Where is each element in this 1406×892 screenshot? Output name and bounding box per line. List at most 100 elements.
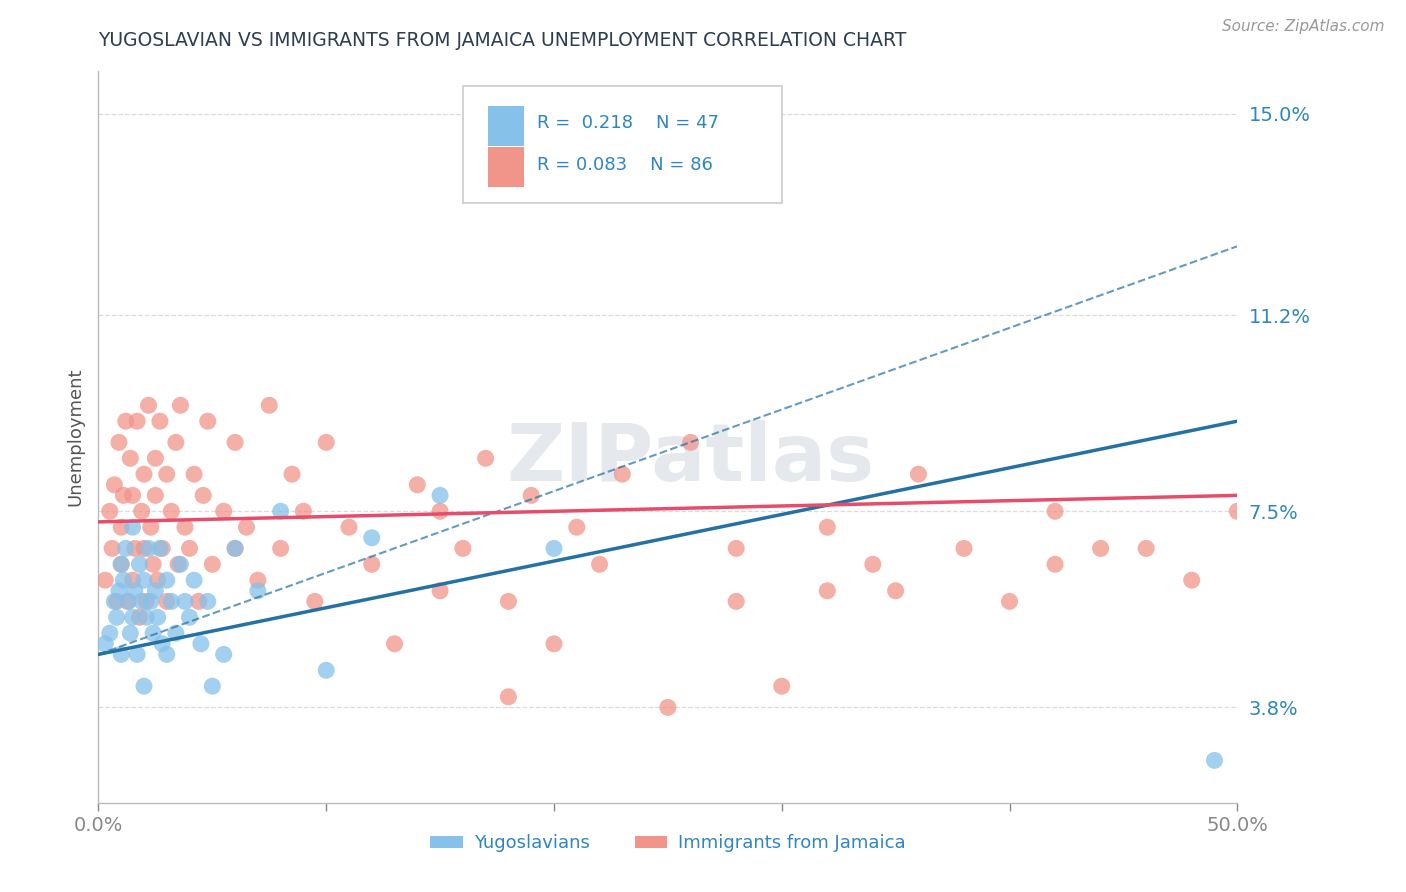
Point (212, 648, 235, 662)
Point (108, 435, 131, 450)
Point (110, 648, 132, 662)
Point (179, 541, 201, 556)
Point (120, 626, 142, 640)
Point (174, 594, 197, 608)
Point (146, 610, 169, 624)
Point (1204, 753, 1226, 767)
Point (165, 626, 187, 640)
Point (112, 488, 135, 502)
Point (224, 435, 246, 450)
Point (224, 541, 246, 556)
Point (224, 541, 246, 556)
Point (114, 541, 136, 556)
FancyBboxPatch shape (463, 86, 782, 203)
Point (770, 679, 793, 693)
Point (1181, 573, 1204, 587)
Point (117, 594, 139, 608)
Point (121, 520, 143, 534)
Point (98, 504, 121, 518)
Point (179, 610, 201, 624)
Point (169, 558, 191, 572)
Point (103, 477, 125, 491)
Point (110, 520, 132, 534)
Point (110, 558, 132, 572)
Point (212, 504, 235, 518)
Point (1090, 541, 1112, 556)
Point (145, 488, 167, 502)
Point (138, 541, 160, 556)
Point (156, 467, 179, 482)
Point (127, 414, 149, 428)
Point (150, 637, 173, 651)
Point (156, 594, 179, 608)
Point (174, 520, 197, 534)
Point (139, 594, 162, 608)
Point (197, 594, 219, 608)
Point (183, 467, 205, 482)
Legend: Yugoslavians, Immigrants from Jamaica: Yugoslavians, Immigrants from Jamaica (423, 827, 912, 860)
Point (259, 398, 281, 412)
Point (315, 435, 337, 450)
Text: ZIPatlas: ZIPatlas (506, 420, 875, 498)
Point (146, 573, 169, 587)
Point (815, 583, 838, 598)
Point (384, 637, 406, 651)
Point (884, 583, 907, 598)
Point (360, 531, 382, 545)
Text: R =  0.218    N = 47: R = 0.218 N = 47 (537, 113, 718, 131)
Point (725, 541, 748, 556)
Point (131, 504, 153, 518)
Point (292, 504, 315, 518)
Point (132, 679, 155, 693)
Point (429, 488, 451, 502)
Point (1226, 504, 1249, 518)
Point (138, 398, 160, 412)
Point (121, 488, 143, 502)
Point (474, 451, 496, 466)
Point (201, 679, 224, 693)
Point (112, 573, 135, 587)
Point (145, 583, 167, 598)
Point (451, 541, 474, 556)
Point (117, 594, 139, 608)
Point (142, 626, 165, 640)
Point (953, 541, 976, 556)
Text: Source: ZipAtlas.com: Source: ZipAtlas.com (1222, 20, 1385, 34)
Point (281, 467, 304, 482)
Point (543, 541, 565, 556)
Point (150, 541, 173, 556)
Point (862, 558, 884, 572)
Point (132, 467, 155, 482)
Point (543, 637, 565, 651)
Point (124, 541, 146, 556)
Point (1043, 558, 1066, 572)
Point (815, 520, 838, 534)
Point (190, 637, 212, 651)
Point (135, 610, 157, 624)
Point (127, 648, 149, 662)
Point (337, 520, 360, 534)
Point (132, 541, 155, 556)
Point (270, 504, 292, 518)
Point (128, 610, 150, 624)
Point (246, 583, 269, 598)
Y-axis label: Unemployment: Unemployment (66, 368, 84, 507)
Point (498, 690, 520, 704)
Point (270, 541, 292, 556)
Point (315, 663, 337, 677)
Point (998, 594, 1021, 608)
Point (565, 520, 588, 534)
Point (520, 488, 543, 502)
Point (165, 435, 187, 450)
Point (94, 573, 117, 587)
Point (360, 558, 382, 572)
Point (131, 594, 153, 608)
Text: R = 0.083    N = 86: R = 0.083 N = 86 (537, 156, 713, 174)
Point (588, 558, 610, 572)
Point (167, 558, 190, 572)
Point (429, 583, 451, 598)
Point (101, 541, 124, 556)
Point (124, 583, 146, 598)
Point (304, 594, 326, 608)
Point (156, 648, 179, 662)
